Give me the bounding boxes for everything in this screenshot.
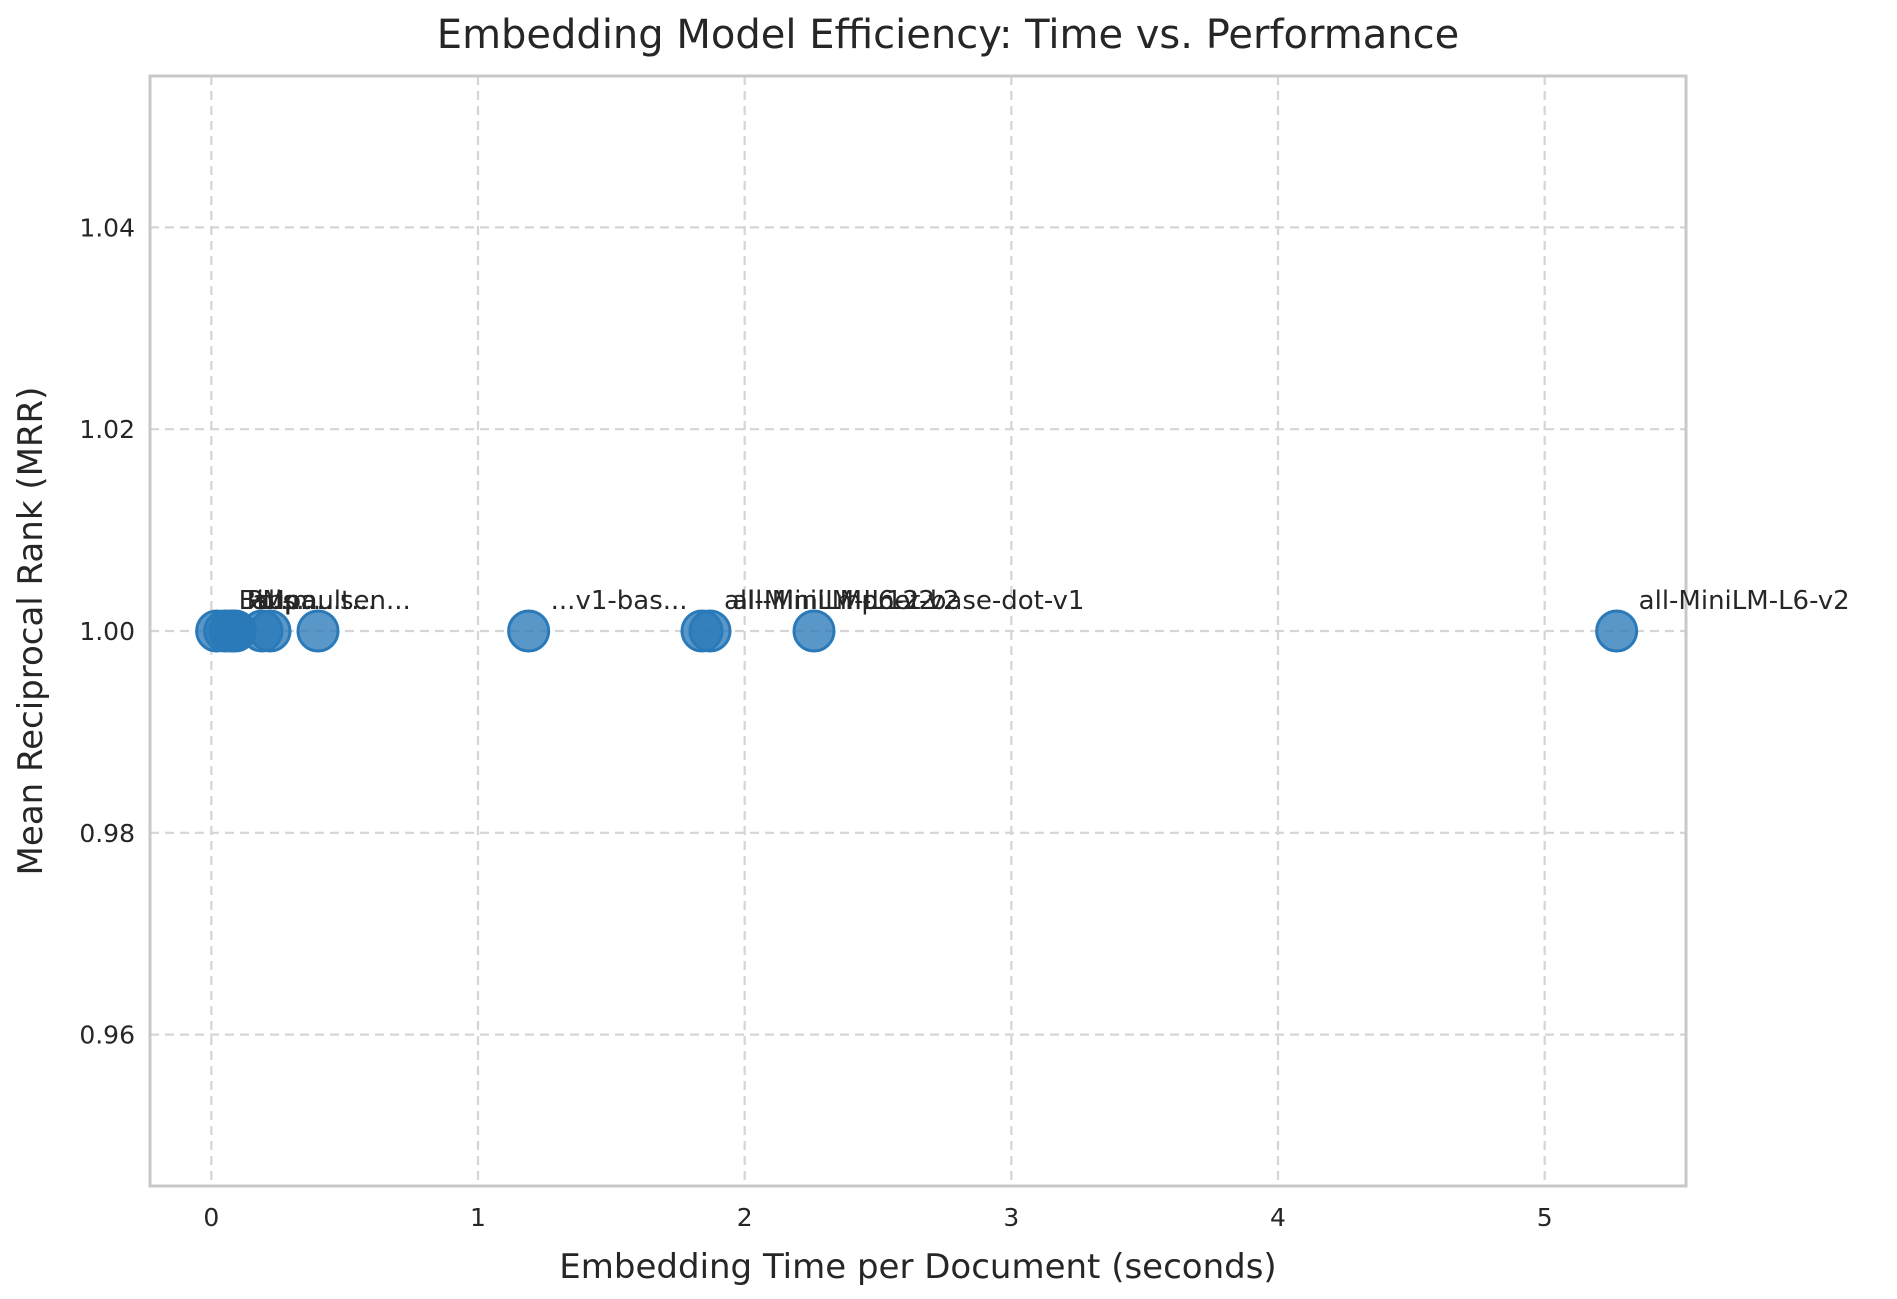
x-tick-label: 3 [1003, 1203, 1019, 1232]
y-tick-label: 1.02 [79, 415, 135, 444]
grid [150, 76, 1686, 1186]
point-label: all-MiniLM-L12-v2 [732, 586, 960, 616]
point-labels: Bi...PM...all-...sup...ms...pa...mult...… [239, 586, 1850, 616]
data-point [507, 609, 551, 653]
point-label: mpnet-base-dot-v1 [836, 586, 1084, 616]
point-label: Bi... [239, 586, 289, 616]
point-label: ms... [257, 586, 321, 616]
y-tick-label: 0.96 [79, 1021, 135, 1050]
y-tick-labels: 0.96 0.98 1.00 1.02 1.04 [79, 213, 135, 1049]
point-label: all-MiniLM-L6-v2 [724, 586, 935, 616]
data-point [1595, 609, 1639, 653]
x-tick-label: 2 [737, 1203, 753, 1232]
point-label: all-MiniLM-L6-v2 [1639, 586, 1850, 616]
x-tick-label: 5 [1537, 1203, 1553, 1232]
point-label: ...v1-bas... [551, 586, 688, 616]
point-label: mult... [292, 586, 376, 616]
x-tick-label: 4 [1270, 1203, 1286, 1232]
data-point [688, 609, 732, 653]
point-label: PM... [247, 586, 310, 616]
x-tick-labels: 0 1 2 3 4 5 [203, 1203, 1552, 1232]
data-point [248, 609, 292, 653]
y-tick-label: 1.04 [79, 213, 135, 242]
y-axis-label: Mean Reciprocal Rank (MRR) [11, 387, 51, 876]
plot-frame [148, 74, 1688, 1188]
x-tick-label: 1 [470, 1203, 486, 1232]
x-tick-label: 0 [203, 1203, 219, 1232]
point-label: all-... [252, 586, 317, 616]
data-points [195, 609, 1639, 653]
point-label: sen... [340, 586, 411, 616]
y-tick-label: 0.98 [79, 819, 135, 848]
chart-title: Embedding Model Efficiency: Time vs. Per… [437, 12, 1459, 58]
point-label: sup... [255, 586, 326, 616]
x-axis-label: Embedding Time per Document (seconds) [559, 1247, 1276, 1287]
y-tick-label: 1.00 [79, 617, 135, 646]
data-point [792, 609, 836, 653]
data-point [296, 609, 340, 653]
point-label: pa... [284, 586, 341, 616]
